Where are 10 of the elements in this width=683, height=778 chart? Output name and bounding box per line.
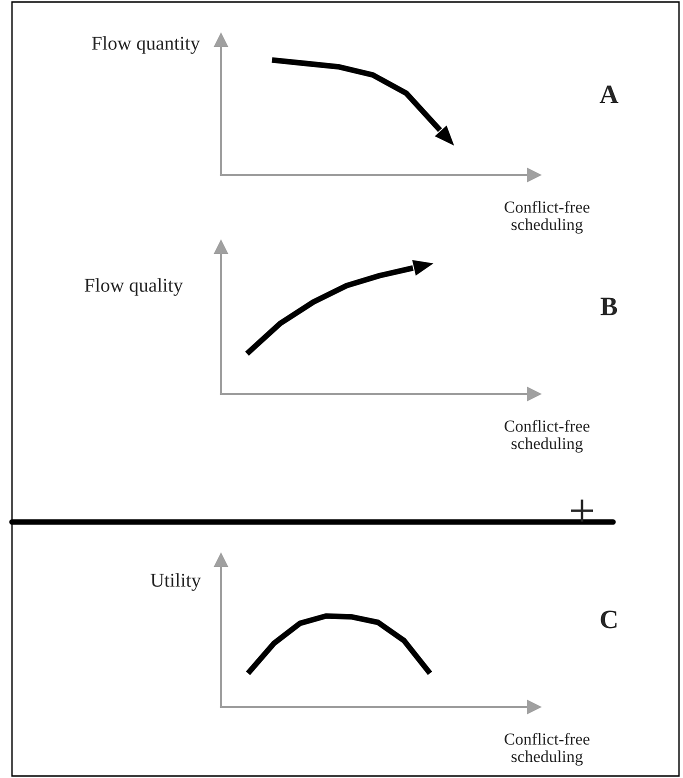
x-axis-title: Conflict-free scheduling xyxy=(504,200,590,234)
y-axis-title: Flow quality xyxy=(84,278,183,296)
text: B xyxy=(600,298,618,316)
text: C xyxy=(600,610,617,628)
y-axis-title: Utility xyxy=(150,573,201,591)
text: A xyxy=(600,86,618,104)
x-axis-title: Conflict-free scheduling xyxy=(504,420,590,453)
text: + xyxy=(571,500,594,522)
y-axis-title: Flow quantity xyxy=(92,36,200,54)
x-axis-title: Conflict-free scheduling xyxy=(504,732,590,766)
